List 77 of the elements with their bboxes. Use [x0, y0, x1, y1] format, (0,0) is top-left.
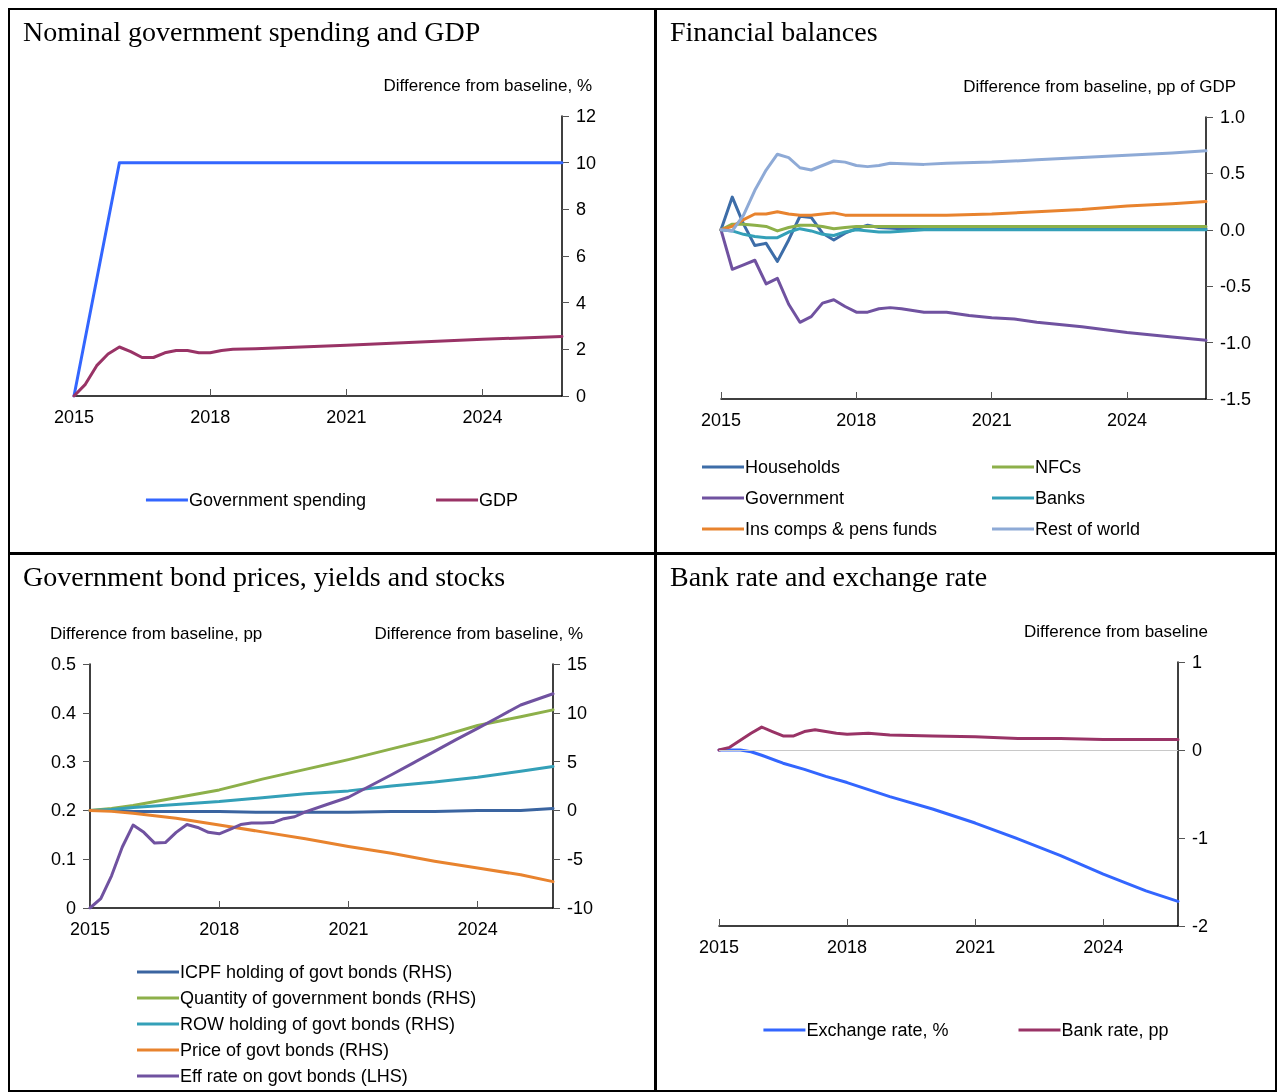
line-series	[719, 228, 1208, 342]
x-tick-label: 2015	[69, 919, 111, 939]
legend-label: Banks	[1035, 488, 1086, 508]
y2-tick-label: 15	[567, 654, 588, 674]
y-tick-label: 0.2	[50, 800, 76, 821]
y2-tick-label: 0	[567, 800, 578, 821]
x-tick-label: 2024	[1107, 410, 1148, 430]
x-tick-label: 2021	[328, 919, 369, 939]
line-series	[719, 149, 1208, 233]
y2-axis-title: Difference from baseline, %	[374, 624, 583, 643]
legend-label: Eff rate on govt bonds (LHS)	[180, 1066, 408, 1086]
y-tick-label: 0.5	[50, 654, 76, 674]
x-tick-label: 2021	[326, 407, 367, 427]
legend-label: Quantity of government bonds (RHS)	[180, 988, 477, 1008]
y2-tick-label: -1	[1192, 828, 1209, 848]
line-series	[719, 222, 1208, 233]
line-series	[88, 808, 555, 884]
x-tick-label: 2021	[955, 937, 996, 957]
y2-axis-title: Difference from baseline, %	[383, 76, 592, 95]
line-series	[717, 725, 1180, 752]
legend-label: NFCs	[1035, 457, 1081, 477]
legend-label: ROW holding of govt bonds (RHS)	[180, 1014, 456, 1034]
y2-tick-label: 4	[576, 292, 587, 313]
y2-tick-label: 0	[576, 386, 587, 406]
x-tick-label: 2015	[698, 937, 740, 957]
legend-label: GDP	[479, 490, 519, 510]
legend-label: Households	[745, 457, 841, 477]
y-tick-label: 0.4	[50, 702, 76, 723]
x-tick-label: 2018	[190, 407, 231, 427]
y2-tick-label: 6	[576, 246, 587, 266]
y2-tick-label: 0	[1192, 740, 1203, 760]
y-tick-label: 0.1	[50, 849, 76, 870]
chart-title: Financial balances	[670, 16, 878, 48]
y2-tick-label: 10	[576, 152, 597, 173]
y2-tick-label: -10	[567, 898, 594, 918]
chart-title: Nominal government spending and GDP	[23, 16, 481, 48]
x-tick-label: 2024	[457, 919, 498, 939]
x-tick-label: 2024	[462, 407, 503, 427]
y2-tick-label: -0.5	[1220, 276, 1252, 297]
y2-tick-label: 0.0	[1220, 219, 1246, 240]
x-tick-label: 2018	[199, 919, 240, 939]
y-tick-label: 0	[65, 898, 76, 918]
line-series	[717, 748, 1180, 903]
legend-label: Rest of world	[1035, 519, 1141, 539]
x-tick-label: 2018	[827, 937, 868, 957]
legend-label: Ins comps & pens funds	[745, 519, 938, 539]
y2-tick-label: 2	[576, 339, 587, 360]
y2-tick-label: 8	[576, 199, 587, 220]
y2-tick-label: 1	[1192, 652, 1203, 672]
y-tick-label: 0.3	[50, 751, 76, 772]
chart-title: Government bond prices, yields and stocks	[23, 561, 506, 593]
x-tick-label: 2018	[836, 410, 877, 430]
y2-tick-label: 10	[567, 702, 588, 723]
y2-axis-title: Difference from baseline, pp of GDP	[963, 77, 1236, 96]
y2-tick-label: -5	[567, 849, 584, 870]
x-tick-label: 2015	[700, 410, 742, 430]
legend-label: Government	[745, 488, 845, 508]
legend-label: Price of govt bonds (RHS)	[180, 1040, 390, 1060]
x-tick-label: 2024	[1083, 937, 1124, 957]
legend-label: Government spending	[188, 490, 367, 510]
legend-label: Exchange rate, %	[806, 1020, 949, 1040]
y2-tick-label: -2	[1192, 916, 1209, 936]
legend-label: Bank rate, pp	[1061, 1020, 1169, 1040]
y2-tick-label: 0.5	[1220, 163, 1246, 184]
y2-tick-label: 5	[567, 751, 578, 772]
y2-axis-title: Difference from baseline	[1024, 622, 1208, 641]
x-tick-label: 2021	[971, 410, 1012, 430]
y2-tick-label: -1.0	[1220, 332, 1252, 353]
y2-tick-label: -1.5	[1220, 389, 1252, 409]
y2-tick-label: 1.0	[1220, 107, 1246, 127]
y2-tick-label: 12	[576, 106, 597, 126]
y-axis-title: Difference from baseline, pp	[50, 624, 263, 643]
line-series	[88, 708, 555, 812]
x-tick-label: 2015	[53, 407, 95, 427]
chart-title: Bank rate and exchange rate	[670, 561, 988, 593]
legend-label: ICPF holding of govt bonds (RHS)	[180, 962, 453, 982]
line-series	[719, 200, 1208, 232]
